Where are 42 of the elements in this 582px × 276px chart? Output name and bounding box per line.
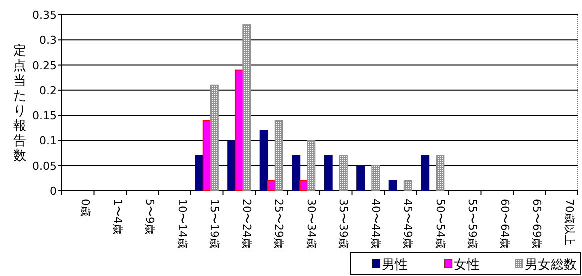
x-tick-label: 60〜64歳 [498,199,512,249]
y-axis-title: 定点当たり報告数 [14,44,26,164]
x-tick-label: 35〜39歳 [337,199,350,249]
bar [404,180,412,192]
y-tick-label: 0.25 [32,59,57,72]
x-tick-label: 5〜9歳 [144,199,157,235]
x-tick-label: 55〜59歳 [466,199,480,249]
bar [356,165,366,192]
y-tick-label: 0 [50,185,57,198]
y-tick-label: 0.3 [40,34,57,48]
y-tick-label: 0.15 [32,110,57,123]
y-tick-label: 0.2 [40,84,57,98]
bar [436,155,445,192]
legend-label: 女性 [454,258,480,273]
bar [242,24,252,192]
bar [324,155,333,192]
y-tick-label: 0.05 [32,160,57,173]
bar [372,165,380,192]
legend-label: 男女総数 [525,258,577,273]
x-tick-label: 70歳以上 [562,199,576,246]
x-tick-label: 0歳 [79,199,92,217]
x-tick-label: 15〜19歳 [208,199,222,249]
legend-label: 男性 [382,258,408,273]
x-tick-label: 10〜14歳 [176,199,189,249]
x-tick-label: 30〜34歳 [304,199,318,249]
bar [274,120,284,192]
y-tick-label: 0.35 [32,9,57,22]
bar [339,155,348,192]
x-tick-label: 45〜49歳 [402,199,415,249]
x-tick-label: 20〜24歳 [240,199,254,249]
bar [388,180,398,192]
bar [292,155,301,192]
x-tick-label: 1〜4歳 [111,199,124,235]
bar [210,84,219,192]
x-tick-label: 50〜54歳 [434,199,447,249]
bar [307,140,316,192]
x-tick-label: 65〜69歳 [530,199,544,249]
x-tick-label: 40〜44歳 [369,199,382,249]
y-tick-label: 0.1 [40,134,57,148]
bar [421,155,430,192]
x-tick-label: 25〜29歳 [272,199,286,249]
bar [260,130,268,192]
